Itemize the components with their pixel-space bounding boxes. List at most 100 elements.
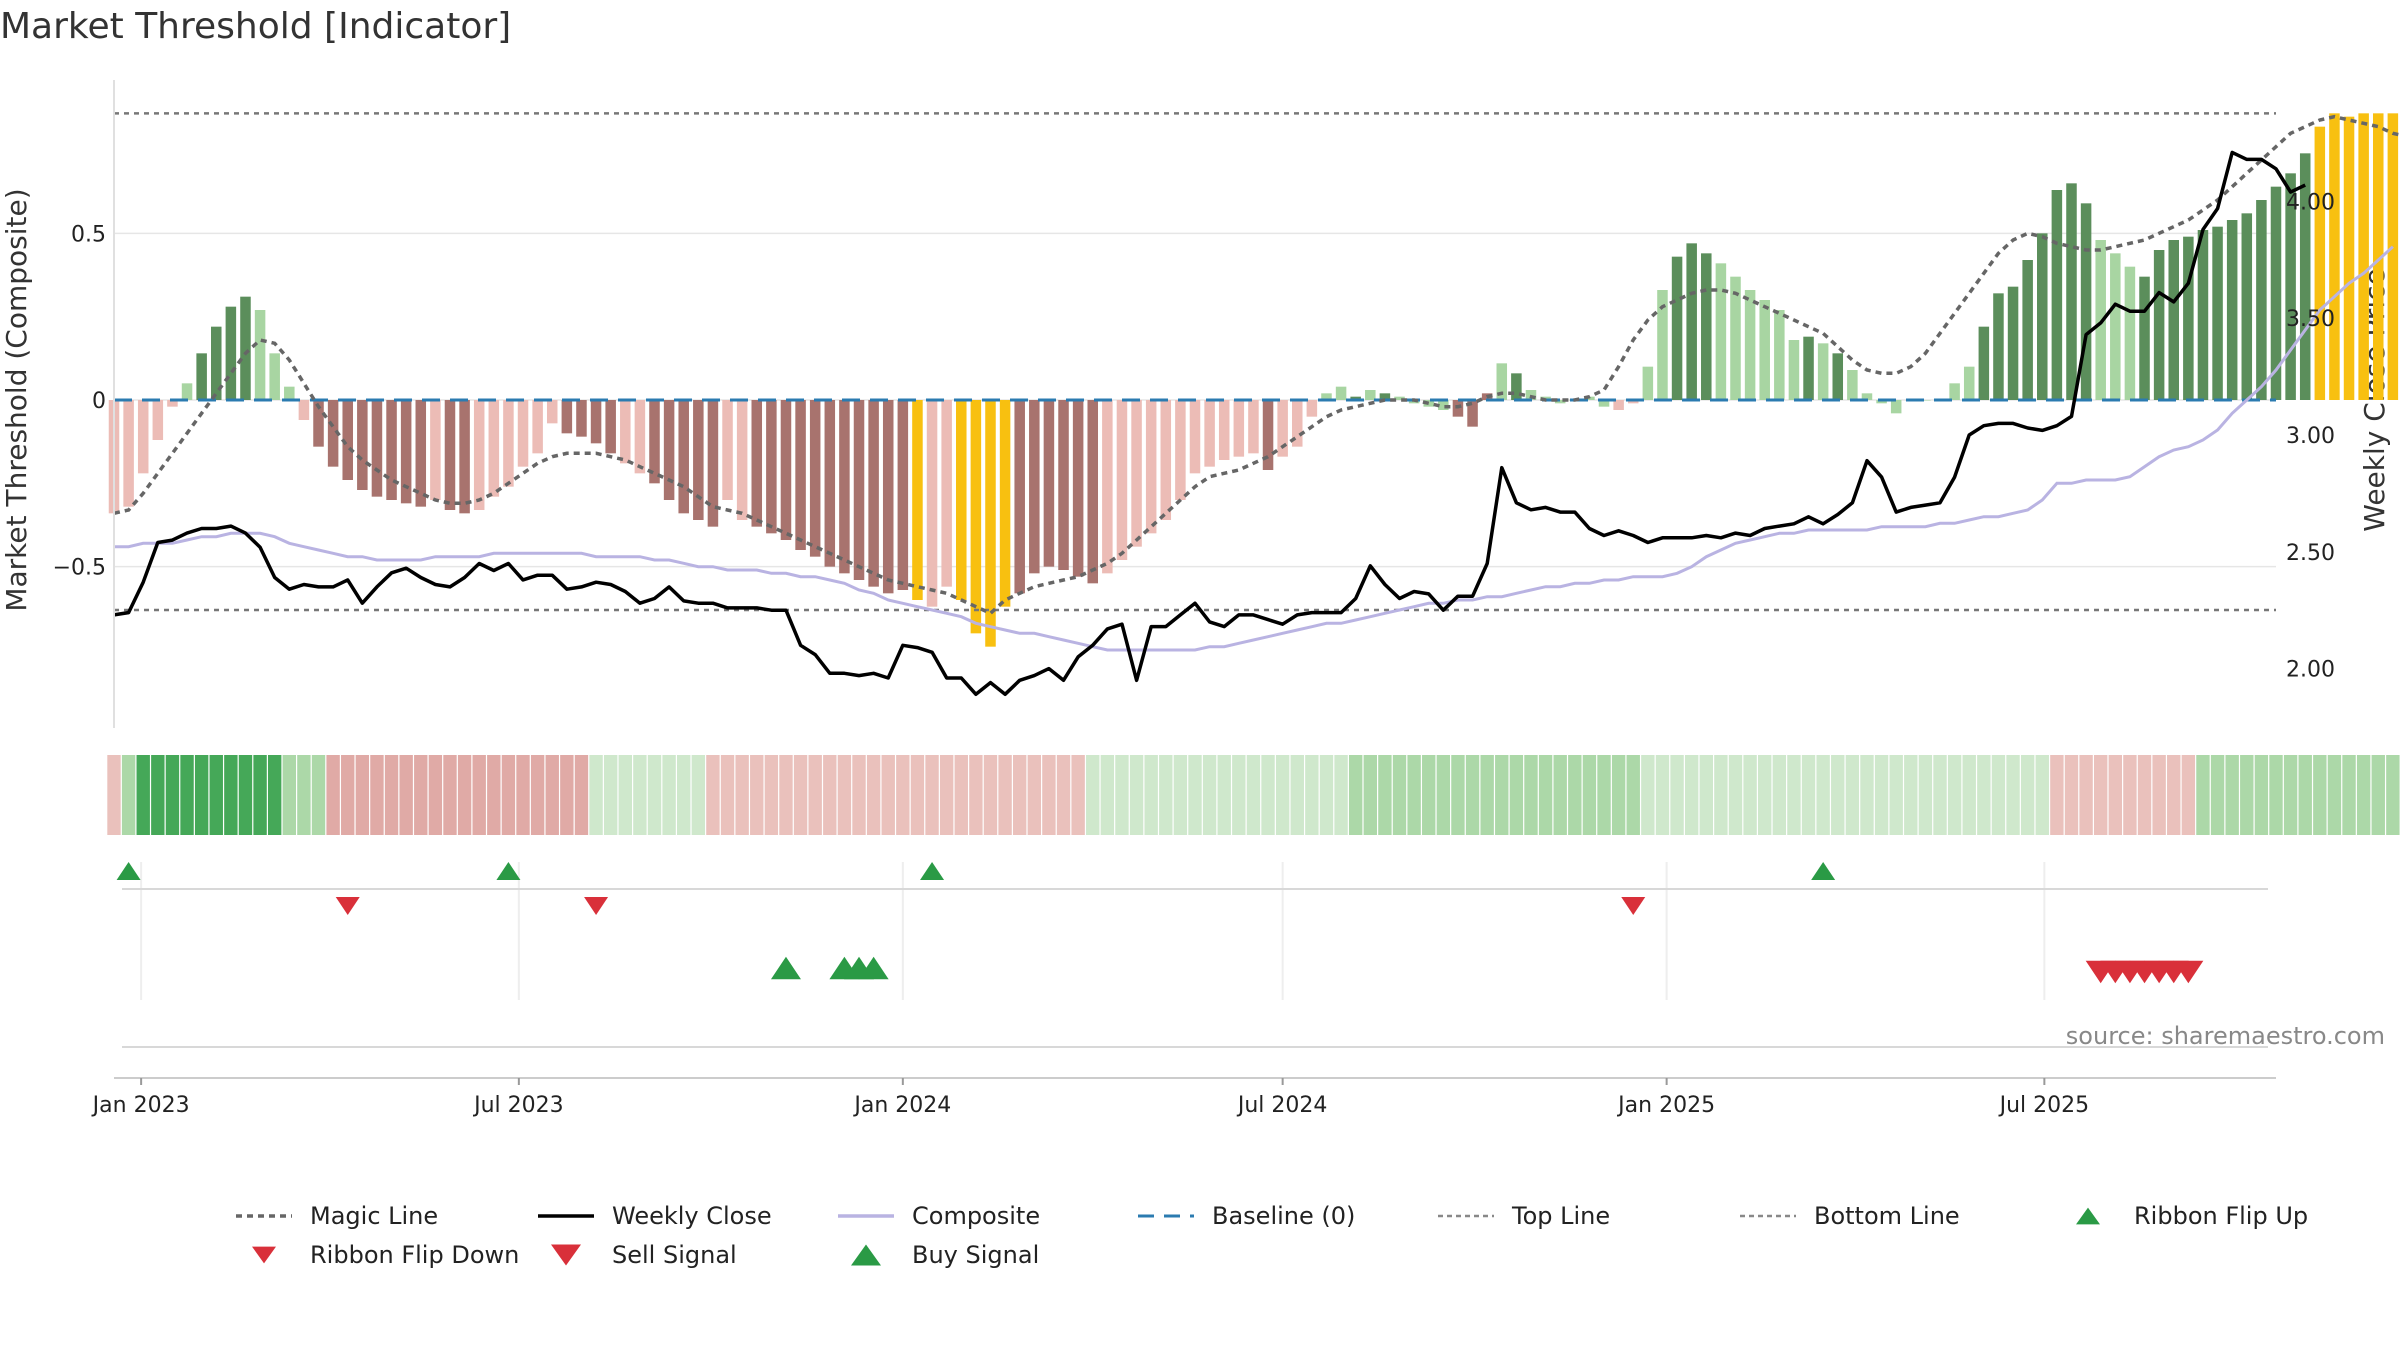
composite-bar-127: [1963, 366, 1975, 400]
ribbon-cell-50: [837, 755, 852, 835]
composite-bar-143: [2197, 230, 2209, 400]
ribbon-cell-125: [1933, 755, 1947, 835]
composite-bar-120: [1861, 393, 1873, 400]
ribbon-cell-80: [1275, 755, 1290, 835]
ribbon-cell-70: [1129, 755, 1144, 835]
composite-bar-27: [503, 400, 514, 487]
composite-bar-60: [985, 400, 996, 647]
ribbon-cell-56: [925, 755, 939, 835]
legend-item-composite: Composite: [838, 1202, 1040, 1230]
ribbon-flip-down-1: [584, 897, 609, 915]
composite-bar-47: [795, 400, 806, 550]
ribbon-cell-14: [311, 755, 326, 835]
ribbon-cell-41: [706, 755, 720, 835]
composite-bar-102: [1598, 400, 1610, 407]
ribbon-cell-113: [1758, 755, 1772, 835]
ribbon-cell-20: [399, 755, 413, 835]
ribbon-cell-29: [530, 755, 545, 835]
composite-bar-149: [2285, 173, 2296, 400]
composite-bar-32: [576, 400, 587, 437]
composite-bar-33: [590, 400, 602, 444]
ribbon-cell-89: [1407, 755, 1421, 835]
legend-label-flip_down: Ribbon Flip Down: [310, 1241, 519, 1269]
composite-bar-156: [2387, 113, 2399, 400]
ribbon-cell-43: [735, 755, 749, 835]
ribbon-cell-47: [793, 755, 808, 835]
legend-swatch-buy: [851, 1244, 881, 1266]
composite-bar-108: [1686, 243, 1697, 400]
composite-bar-50: [839, 400, 850, 574]
ribbon-cell-52: [866, 755, 881, 835]
ribbon-cell-152: [2327, 755, 2342, 835]
composite-bar-24: [459, 400, 470, 514]
composite-bar-5: [181, 383, 193, 400]
composite-bar-133: [2051, 190, 2063, 400]
composite-bar-62: [1014, 400, 1025, 594]
ribbon-cell-22: [428, 755, 443, 835]
ribbon-cell-25: [472, 755, 486, 835]
ribbon-cell-97: [1524, 755, 1538, 835]
x-axis: Jan 2023 Jul 2023 Jan 2024 Jul 2024 Jan 2025…: [91, 1077, 2276, 1118]
ribbon-cell-106: [1655, 755, 1670, 835]
left-axis-label: Market Threshold (Composite): [0, 188, 33, 611]
composite-bar-53: [882, 400, 894, 594]
ribbon-cell-147: [2254, 755, 2269, 835]
composite-bar-82: [1306, 400, 1318, 417]
ribbon-cell-129: [1991, 755, 2006, 835]
composite-bar-63: [1029, 400, 1040, 574]
composite-bar-30: [546, 400, 558, 424]
composite-bar-3: [152, 400, 164, 440]
ribbon-cell-37: [647, 755, 662, 835]
ribbon-cell-141: [2167, 755, 2181, 835]
composite-bar-35: [620, 400, 631, 464]
ribbon-cell-7: [209, 755, 223, 835]
ribbon-cell-102: [1597, 755, 1611, 835]
ribbon-cell-111: [1728, 755, 1743, 835]
legend-label-sell: Sell Signal: [612, 1241, 737, 1269]
x-tick-label-1: Jul 2023: [472, 1093, 564, 1118]
composite-bar-129: [1993, 293, 2004, 400]
composite-bar-70: [1131, 400, 1142, 547]
composite-bar-31: [561, 400, 573, 434]
ribbon-cell-34: [603, 755, 618, 835]
composite-bar-96: [1511, 373, 1522, 400]
ribbon-cell-16: [341, 755, 355, 835]
composite-bar-40: [693, 400, 704, 520]
composite-bar-151: [2314, 126, 2326, 401]
ribbon-cell-100: [1568, 755, 1582, 835]
composite-bar-137: [2110, 253, 2121, 400]
ribbon-cell-11: [267, 755, 282, 835]
composite-bar-154: [2358, 113, 2369, 400]
composite-bar-9: [240, 296, 251, 400]
ribbon-cell-118: [1831, 755, 1845, 835]
ribbon-cell-23: [443, 755, 457, 835]
composite-bar-111: [1730, 276, 1741, 400]
composite-bar-112: [1744, 290, 1756, 400]
ribbon-cell-38: [662, 755, 676, 835]
composite-bar-115: [1788, 340, 1800, 400]
legend-item-bottom: Bottom Line: [1740, 1202, 1960, 1230]
ribbon-cell-91: [1436, 755, 1451, 835]
series-lines: [113, 112, 2400, 697]
ribbon-flip-up-2: [920, 862, 945, 880]
ribbon-cell-66: [1071, 755, 1085, 835]
composite-bar-37: [649, 400, 660, 484]
ribbon-cell-132: [2035, 755, 2049, 835]
composite-bar-86: [1365, 390, 1376, 400]
composite-bar-141: [2168, 240, 2180, 400]
ribbon-cell-63: [1027, 755, 1042, 835]
legend-item-sell: Sell Signal: [551, 1241, 737, 1269]
composite-bar-67: [1087, 400, 1099, 584]
composite-bar-104: [1627, 400, 1639, 404]
legend-item-magic: Magic Line: [236, 1202, 438, 1230]
right-tick-label-2: 3.00: [2286, 424, 2335, 449]
ribbon-cell-116: [1801, 755, 1816, 835]
ribbon-cell-114: [1772, 755, 1787, 835]
composite-bar-78: [1248, 400, 1259, 454]
composite-bar-52: [868, 400, 879, 587]
ribbon-cell-48: [808, 755, 822, 835]
ribbon-cell-45: [764, 755, 779, 835]
weekly-close-line: [113, 150, 2306, 697]
ribbon-cell-83: [1319, 755, 1334, 835]
composite-bar-49: [824, 400, 836, 567]
